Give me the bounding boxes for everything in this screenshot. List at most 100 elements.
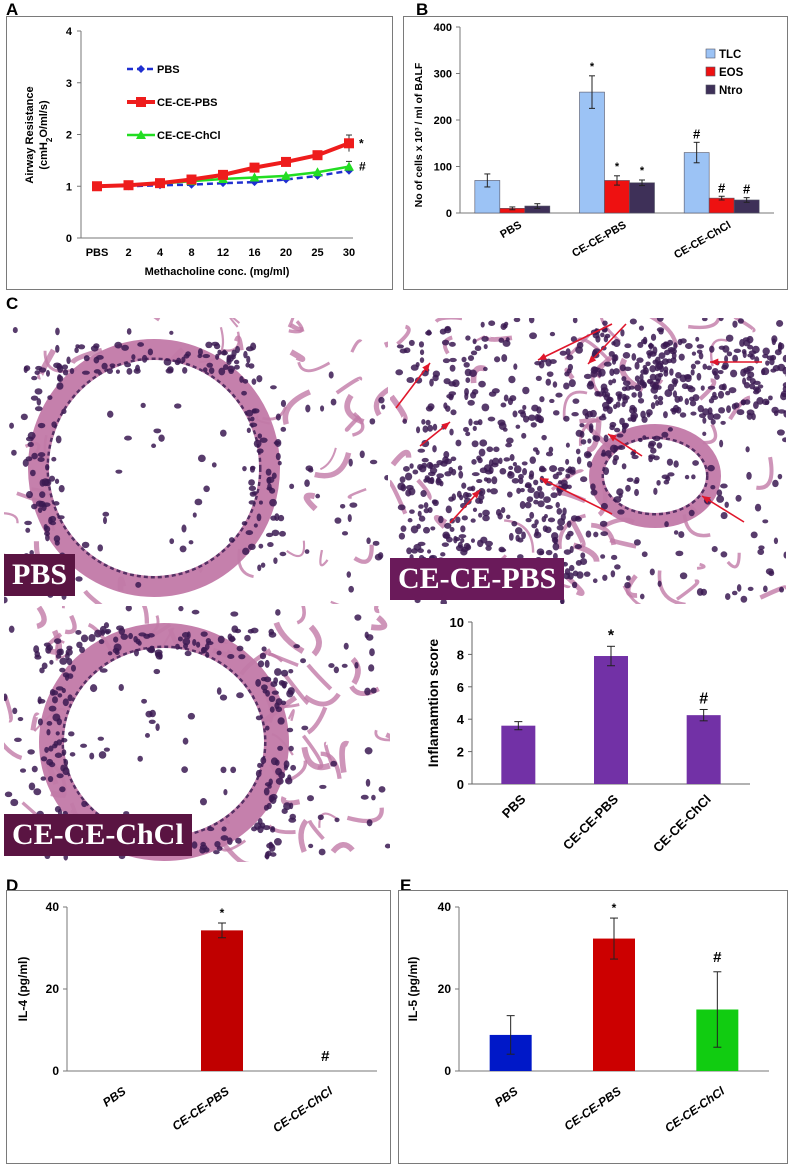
cell-nucleus [28, 782, 36, 791]
x-tick-label: CE-CE-PBS [170, 1084, 232, 1133]
cell-nucleus [746, 412, 753, 420]
cell-nucleus [505, 337, 510, 342]
cell-nucleus [242, 547, 250, 556]
cell-nucleus [51, 456, 57, 462]
cell-nucleus [522, 386, 530, 395]
cell-nucleus [242, 465, 247, 472]
cell-nucleus [522, 468, 528, 476]
airway-lumen [49, 360, 259, 576]
point-CE-CE-ChCl [344, 161, 354, 171]
y-tick-label: 0 [444, 1064, 451, 1078]
cell-nucleus [68, 731, 75, 737]
cell-nucleus [81, 541, 90, 549]
significance-mark: * [612, 901, 617, 915]
cell-nucleus [690, 411, 697, 416]
red-arrowhead [538, 353, 547, 360]
alveolar-strand [282, 389, 312, 425]
legend-swatch-Ntro [705, 84, 716, 95]
airway-lumen [604, 439, 706, 513]
cell-nucleus [459, 494, 464, 501]
legend-label-PBS: PBS [157, 64, 180, 76]
cell-nucleus [220, 350, 228, 356]
cell-nucleus [580, 476, 588, 483]
cell-nucleus [661, 431, 669, 438]
cell-nucleus [89, 684, 98, 693]
alveolar-strand [374, 729, 390, 742]
cell-nucleus [746, 335, 754, 344]
cell-nucleus [672, 390, 678, 398]
cell-nucleus [653, 394, 658, 400]
cell-nucleus [649, 365, 657, 373]
cell-nucleus [372, 540, 380, 546]
cell-nucleus [465, 544, 472, 551]
cell-nucleus [264, 659, 270, 668]
cell-nucleus [58, 648, 64, 656]
cell-nucleus [199, 798, 207, 806]
cell-nucleus [458, 534, 467, 539]
cell-nucleus [443, 402, 448, 410]
cell-nucleus [656, 327, 665, 333]
cell-nucleus [54, 478, 60, 484]
cell-nucleus [248, 479, 255, 486]
x-tick-label: 20 [280, 247, 292, 259]
cell-nucleus [718, 318, 724, 322]
cell-nucleus [249, 466, 255, 473]
cell-nucleus [752, 386, 760, 392]
cell-nucleus [732, 354, 739, 363]
alveolar-strand [383, 341, 388, 348]
cell-nucleus [250, 416, 255, 422]
cell-nucleus [742, 350, 747, 359]
red-arrowhead [540, 478, 549, 485]
cell-nucleus [548, 446, 554, 453]
cell-nucleus [624, 581, 631, 589]
cell-nucleus [564, 568, 571, 575]
cell-nucleus [31, 375, 38, 381]
cell-nucleus [465, 335, 471, 341]
cell-nucleus [422, 425, 429, 433]
cell-nucleus [593, 435, 601, 442]
cell-nucleus [427, 549, 432, 554]
bar [201, 930, 243, 1071]
cell-nucleus [334, 517, 342, 524]
cell-nucleus [275, 609, 281, 616]
cell-nucleus [216, 687, 222, 695]
alveolar-strand [351, 412, 365, 437]
alveolar-strand [696, 562, 706, 570]
cell-nucleus [711, 545, 718, 553]
cell-nucleus [417, 510, 422, 517]
panel-letter-e: E [400, 876, 412, 895]
y-tick-label: 0 [52, 1064, 59, 1078]
alveolar-strand [350, 339, 363, 353]
cell-nucleus [460, 537, 465, 544]
cell-nucleus [381, 404, 386, 410]
cell-nucleus [563, 549, 572, 555]
cell-nucleus [696, 349, 703, 354]
cell-nucleus [220, 429, 227, 437]
cell-nucleus [631, 353, 637, 361]
cell-nucleus [426, 329, 432, 336]
cell-nucleus [766, 355, 775, 361]
cell-nucleus [103, 516, 108, 525]
alveolar-strand [314, 452, 352, 479]
alveolar-strand [586, 416, 602, 453]
cell-nucleus [444, 522, 452, 529]
cell-nucleus [365, 778, 371, 787]
cell-nucleus [151, 443, 157, 449]
cell-nucleus [255, 715, 263, 721]
cell-nucleus [493, 446, 500, 453]
cell-nucleus [37, 507, 43, 513]
cell-nucleus [613, 454, 620, 461]
cell-nucleus [684, 474, 690, 480]
cell-nucleus [62, 698, 69, 707]
cell-nucleus [169, 330, 174, 335]
cell-nucleus [469, 369, 477, 378]
cell-nucleus [576, 456, 582, 465]
point-CE-CE-ChCl [249, 172, 260, 182]
cell-nucleus [41, 662, 48, 670]
cell-nucleus [408, 487, 416, 496]
cell-nucleus [565, 348, 571, 356]
cell-nucleus [440, 599, 448, 604]
cell-nucleus [416, 523, 421, 530]
cell-nucleus [565, 473, 571, 479]
cell-nucleus [229, 635, 235, 643]
